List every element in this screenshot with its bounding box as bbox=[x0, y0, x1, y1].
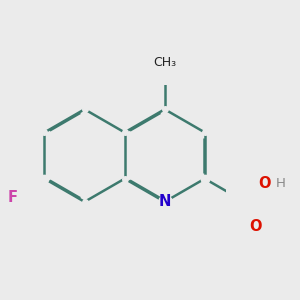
Text: O: O bbox=[249, 219, 261, 234]
Text: O: O bbox=[259, 176, 271, 191]
Text: N: N bbox=[158, 194, 171, 209]
Text: CH₃: CH₃ bbox=[153, 56, 176, 70]
Text: H: H bbox=[276, 177, 286, 190]
Text: F: F bbox=[8, 190, 17, 205]
